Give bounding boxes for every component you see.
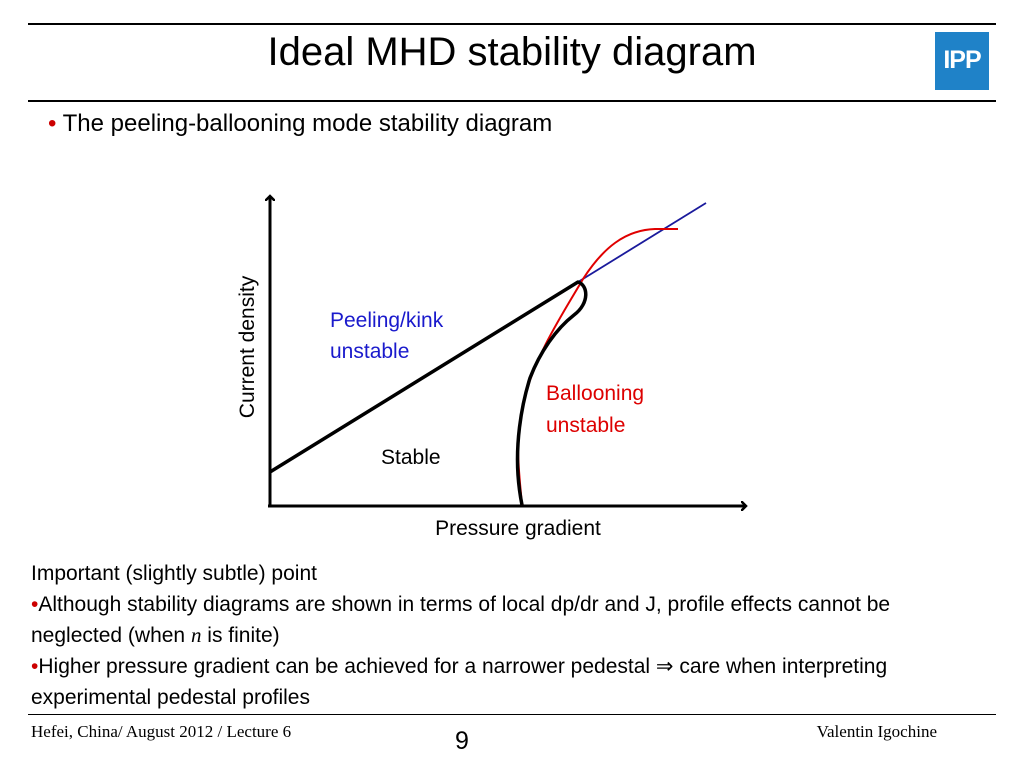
implies-arrow-icon: ⇒	[655, 655, 674, 678]
bullet-dot: •	[31, 655, 39, 678]
note-1-text-a: Although stability diagrams are shown in…	[31, 593, 891, 647]
page-number: 9	[455, 727, 469, 755]
note-1-n: n	[190, 623, 202, 647]
notes-heading: Important (slightly subtle) point	[31, 562, 317, 585]
y-axis-label: Current density	[236, 275, 259, 418]
footer-right: Valentin Igochine	[816, 722, 937, 741]
peeling-boundary-line	[577, 202, 707, 283]
logo-text: IPP	[943, 46, 981, 74]
x-axis-label: Pressure gradient	[435, 517, 601, 540]
footer-rule	[28, 714, 996, 715]
notes-block: Important (slightly subtle) point •Altho…	[31, 558, 981, 713]
peeling-label-line1: Peeling/kink	[330, 309, 444, 332]
subtitle-bullet: • The peeling-ballooning mode stability …	[48, 109, 552, 139]
stability-boundary	[269, 280, 588, 506]
note-bullet-1: •Although stability diagrams are shown i…	[31, 589, 981, 651]
note-2-text-a: Higher pressure gradient can be achieved…	[38, 655, 656, 678]
stable-label: Stable	[381, 446, 441, 469]
slide-title: Ideal MHD stability diagram	[267, 30, 757, 74]
note-bullet-2: •Higher pressure gradient can be achieve…	[31, 651, 981, 713]
title-rule	[28, 100, 996, 102]
peeling-label-line2: unstable	[330, 340, 409, 363]
note-1-text-b: is finite)	[201, 624, 280, 647]
bullet-dot: •	[31, 593, 39, 616]
ballooning-label-line2: unstable	[546, 414, 625, 437]
footer-left: Hefei, China/ August 2012 / Lecture 6	[31, 722, 292, 741]
ballooning-label-line1: Ballooning	[546, 382, 644, 405]
note-2-text-b: care when interpreting experimental pede…	[31, 655, 888, 709]
subtitle-text: The peeling-ballooning mode stability di…	[62, 110, 553, 137]
bullet-dot: •	[48, 110, 57, 137]
ipp-logo: IPP	[935, 32, 989, 90]
top-rule	[28, 23, 996, 25]
